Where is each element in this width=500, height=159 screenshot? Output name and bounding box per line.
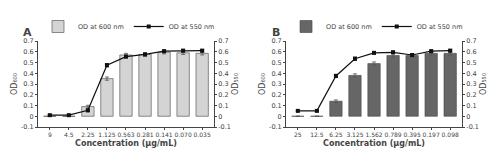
svg-text:0.035: 0.035 <box>194 131 211 138</box>
svg-text:B: B <box>272 26 280 39</box>
svg-text:0: 0 <box>218 113 222 121</box>
svg-text:1.125: 1.125 <box>98 131 115 138</box>
svg-text:OD at 550 nm: OD at 550 nm <box>417 23 463 31</box>
svg-text:0.4: 0.4 <box>23 70 33 78</box>
svg-text:OD₆₀₀: OD₆₀₀ <box>10 73 19 95</box>
svg-text:0: 0 <box>30 113 34 121</box>
svg-text:0.4: 0.4 <box>218 70 228 78</box>
svg-text:3.125: 3.125 <box>346 131 363 138</box>
svg-text:0.5: 0.5 <box>218 59 228 67</box>
svg-text:6.25: 6.25 <box>329 131 343 138</box>
svg-text:0.563: 0.563 <box>117 131 134 138</box>
svg-text:0.789: 0.789 <box>384 131 401 138</box>
svg-text:-0.1: -0.1 <box>466 123 479 131</box>
svg-text:0.5: 0.5 <box>466 59 476 67</box>
svg-text:0.1: 0.1 <box>271 102 281 110</box>
svg-text:0.4: 0.4 <box>271 70 281 78</box>
svg-text:0: 0 <box>278 113 282 121</box>
svg-text:2.25: 2.25 <box>81 131 95 138</box>
svg-text:0.6: 0.6 <box>466 48 476 56</box>
svg-text:4.5: 4.5 <box>64 131 74 138</box>
svg-text:0.3: 0.3 <box>466 80 476 88</box>
svg-text:OD₆₀₀: OD₆₀₀ <box>258 73 267 95</box>
svg-text:A: A <box>23 26 32 39</box>
svg-text:-0.1: -0.1 <box>21 123 34 131</box>
svg-text:0.1: 0.1 <box>218 102 228 110</box>
svg-text:0.2: 0.2 <box>466 91 476 99</box>
svg-text:9: 9 <box>48 131 52 138</box>
svg-text:12.5: 12.5 <box>310 131 324 138</box>
svg-text:0: 0 <box>466 113 470 121</box>
svg-text:-0.1: -0.1 <box>218 123 231 131</box>
svg-text:0.1: 0.1 <box>23 102 33 110</box>
svg-text:0.3: 0.3 <box>271 80 281 88</box>
svg-text:0.7: 0.7 <box>466 37 476 45</box>
svg-text:0.2: 0.2 <box>23 91 33 99</box>
svg-text:0.141: 0.141 <box>155 131 172 138</box>
svg-text:0.5: 0.5 <box>271 59 281 67</box>
svg-text:0.2: 0.2 <box>271 91 281 99</box>
svg-text:0.6: 0.6 <box>23 48 33 56</box>
svg-text:25: 25 <box>294 131 302 138</box>
svg-text:0.395: 0.395 <box>404 131 421 138</box>
svg-text:0.7: 0.7 <box>23 37 33 45</box>
svg-text:0.3: 0.3 <box>23 80 33 88</box>
svg-text:-0.1: -0.1 <box>269 123 282 131</box>
svg-text:0.098: 0.098 <box>442 131 459 138</box>
svg-text:OD at 550 nm: OD at 550 nm <box>169 23 215 31</box>
svg-text:0.6: 0.6 <box>218 48 228 56</box>
svg-text:0.7: 0.7 <box>271 37 281 45</box>
svg-text:0.7: 0.7 <box>218 37 228 45</box>
svg-text:0.070: 0.070 <box>175 131 192 138</box>
svg-text:0.3: 0.3 <box>218 80 228 88</box>
svg-text:OD₅₅₀: OD₅₅₀ <box>479 73 488 95</box>
svg-text:0.5: 0.5 <box>23 59 33 67</box>
svg-text:Concentration (μg/mL): Concentration (μg/mL) <box>75 139 177 148</box>
svg-text:1.562: 1.562 <box>365 131 382 138</box>
svg-text:OD at 600 nm: OD at 600 nm <box>78 23 124 31</box>
svg-text:Concentration (μg/mL): Concentration (μg/mL) <box>323 139 425 148</box>
svg-text:OD at 600 nm: OD at 600 nm <box>326 23 372 31</box>
svg-text:0.1: 0.1 <box>466 102 476 110</box>
svg-text:0.281: 0.281 <box>136 131 153 138</box>
svg-text:0.197: 0.197 <box>423 131 440 138</box>
svg-text:OD₅₅₀: OD₅₅₀ <box>231 73 240 95</box>
svg-text:0.4: 0.4 <box>466 70 476 78</box>
svg-text:0.2: 0.2 <box>218 91 228 99</box>
svg-text:0.6: 0.6 <box>271 48 281 56</box>
